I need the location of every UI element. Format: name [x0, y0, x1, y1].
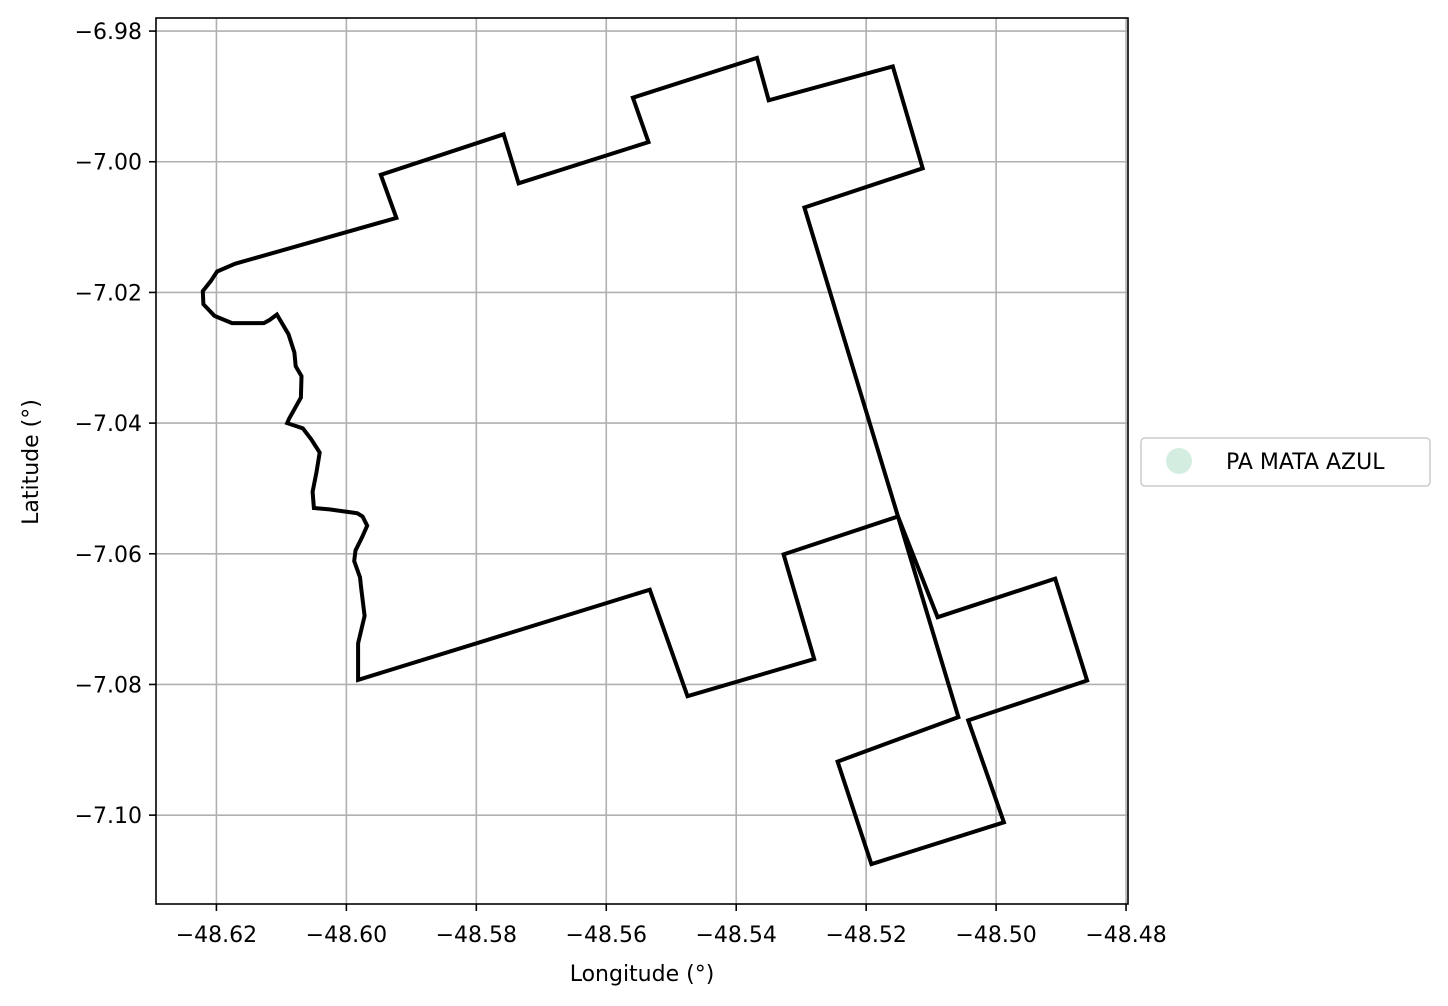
y-tick-label: −7.10	[75, 804, 142, 829]
x-tick-label: −48.48	[1085, 923, 1166, 948]
y-tick-label: −7.00	[75, 151, 142, 176]
x-tick-label: −48.52	[825, 923, 906, 948]
plot-frame	[155, 17, 1129, 905]
grid-lines	[156, 18, 1128, 904]
legend: PA MATA AZUL	[1140, 437, 1431, 487]
legend-box	[1140, 437, 1431, 487]
y-tick-label: −7.06	[75, 543, 142, 568]
x-tick-label: −48.62	[176, 923, 257, 948]
y-tick-label: −7.02	[75, 281, 142, 306]
y-tick-label: −7.04	[75, 412, 142, 437]
parcel-boundary	[200, 55, 926, 699]
legend-marker	[1166, 448, 1192, 474]
x-tick-label: −48.50	[955, 923, 1036, 948]
parcel-boundary-part	[835, 515, 1090, 867]
axis-ticks: −48.62 −48.60 −48.58 −48.56 −48.54 −48.52 −48.…	[75, 20, 1167, 948]
x-axis-label: Longitude (°)	[570, 962, 715, 987]
x-tick-label: −48.60	[306, 923, 387, 948]
y-tick-label: −7.08	[75, 673, 142, 698]
parcel-shapes	[200, 55, 1090, 867]
y-axis-label: Latitude (°)	[19, 399, 44, 525]
y-tick-label: −6.98	[75, 20, 142, 45]
x-tick-label: −48.54	[696, 923, 777, 948]
x-tick-label: −48.58	[436, 923, 517, 948]
x-tick-label: −48.56	[566, 923, 647, 948]
legend-label: PA MATA AZUL	[1226, 450, 1385, 475]
